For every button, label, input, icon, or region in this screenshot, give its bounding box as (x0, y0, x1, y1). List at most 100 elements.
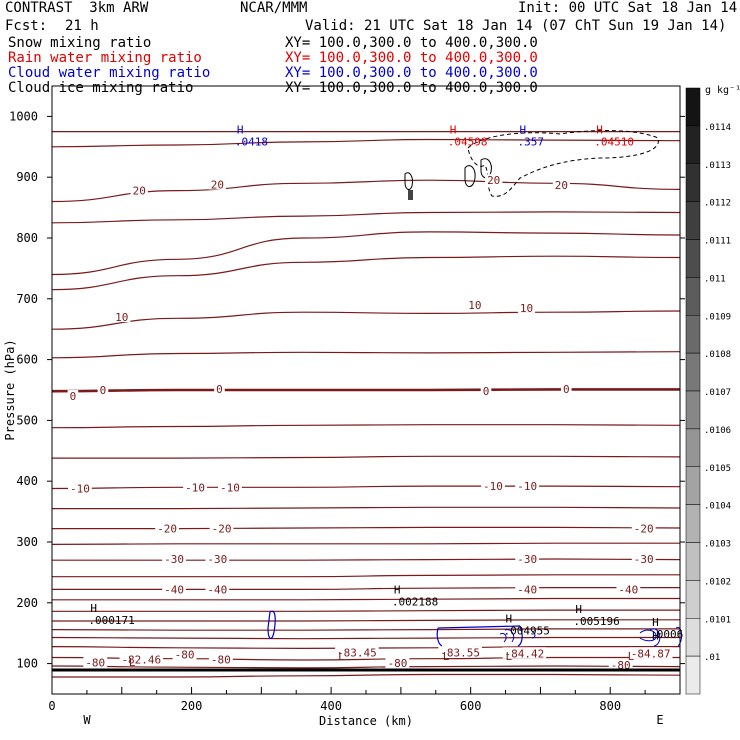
temperature-contour-line (51, 542, 680, 545)
colorbar-label: .0108 (704, 350, 731, 360)
x-tick-label: 200 (181, 699, 203, 713)
cloud-ice-small-mark (408, 190, 413, 200)
contour-label: 10 (468, 299, 481, 312)
contour-label: -30 (207, 553, 227, 566)
colorbar-swatch (685, 201, 701, 240)
contour-label: -10 (185, 481, 205, 494)
contour-labels: -80 -82.46 -80 -80-83.45-80-83.55 -84.42-80-… (67, 174, 673, 672)
x-tick-label: 600 (460, 699, 482, 713)
contour-label: 20 (555, 179, 568, 192)
x-tick-label: 800 (599, 699, 621, 713)
extremum-value: .357 (518, 135, 545, 148)
valid-time: Valid: 21 UTC Sat 18 Jan 14 (07 ChT Sun … (305, 18, 727, 34)
colorbar-label: .01 (704, 653, 720, 663)
contour-label: -83.55 (440, 647, 480, 660)
contour-label-bg (183, 481, 207, 493)
contour-label-bg (335, 646, 379, 658)
cloud-water-contour (499, 629, 536, 643)
contour-label-bg (208, 178, 226, 190)
field-name-cloud-water: Cloud water mixing ratio (8, 65, 211, 81)
contour-label-bg (608, 658, 633, 670)
contour-label: -30 (164, 553, 184, 566)
contour-label: 0 (483, 385, 490, 398)
contour-label-bg (631, 553, 656, 565)
x-tick-label: 400 (320, 699, 342, 713)
colorbar-label: .0106 (704, 426, 731, 436)
cloud-ice-small-contour (404, 172, 413, 190)
temperature-contour-line (51, 388, 680, 393)
contour-label-bg (385, 656, 410, 668)
contour-label: -10 (483, 480, 503, 493)
contour-label-bg (480, 385, 492, 397)
contour-label: -20 (634, 523, 654, 536)
colorbar-swatch (685, 277, 701, 316)
colorbar-swatch (685, 239, 701, 278)
contour-label: 0 (100, 384, 107, 397)
contour-label-bg (205, 583, 230, 595)
contour-label: -20 (157, 523, 177, 536)
contour-label: -80 (211, 653, 231, 666)
colorbar-label: .0114 (704, 123, 731, 133)
field-name-cloud-ice: Cloud ice mixing ratio (8, 80, 194, 96)
contour-label-bg (502, 647, 547, 659)
extremum-value: .04598 (448, 135, 488, 148)
extremum-letter: H (506, 612, 513, 625)
contour-label: -40 (618, 583, 638, 596)
contour-label-bg (172, 648, 197, 660)
contour-label-bg (560, 382, 572, 394)
contour-label-bg (162, 583, 187, 595)
extremum-letter: H (652, 616, 659, 629)
field-name-rain: Rain water mixing ratio (8, 50, 202, 66)
contour-label: 0 (70, 390, 77, 403)
colorbar-label: .0101 (704, 615, 731, 625)
field-name-snow: Snow mixing ratio (8, 35, 152, 51)
contour-label-bg (119, 653, 164, 665)
contour-label-bg (67, 390, 79, 402)
colorbar-label: .011 (704, 274, 726, 284)
y-tick-label: 1000 (9, 109, 38, 123)
colorbar-label: .0102 (704, 577, 731, 587)
y-tick-label: 100 (16, 657, 38, 671)
colorbar-swatch (685, 315, 701, 354)
extremum-letter: H (394, 584, 401, 597)
contour-label: -30 (634, 553, 654, 566)
colorbar-swatch (685, 390, 701, 430)
contour-label: -84.87 (631, 647, 671, 660)
cloud-water-contour (639, 628, 661, 647)
contour-label-bg (485, 174, 503, 186)
contour-label-bg (438, 646, 482, 658)
contour-label-bg (97, 384, 109, 395)
colorbar-swatch (685, 428, 701, 467)
init-time: Init: 00 UTC Sat 18 Jan 14 (518, 0, 738, 16)
temperature-contour-line (51, 586, 680, 591)
contour-label-bg (205, 553, 230, 565)
contour-label: -40 (164, 583, 184, 596)
y-tick-label: 400 (16, 474, 38, 488)
temperature-contour-line (51, 351, 681, 359)
cloud-ice-small-contour (464, 165, 476, 187)
temperature-contour-line (51, 628, 680, 631)
x-tick-label: 0 (48, 699, 55, 713)
colorbar-label: .0109 (704, 312, 731, 322)
colorbar-label: .0105 (704, 464, 731, 474)
contour-label: 0 (216, 383, 223, 396)
contour-label: 20 (487, 174, 500, 187)
temperature-contour-line (52, 526, 681, 530)
contour-label-bg (628, 647, 673, 659)
contour-label-bg (631, 522, 656, 534)
temperature-contour-line (51, 231, 681, 276)
contour-label-bg (218, 481, 242, 493)
y-tick-label: 900 (16, 170, 38, 184)
contour-label-bg (208, 653, 233, 665)
contour-label: -83.45 (337, 647, 377, 660)
cloud-water-contour (675, 626, 683, 647)
contour-label: -82.46 (121, 653, 161, 666)
extremum-letter: L (506, 650, 513, 663)
colorbar-label: .0103 (704, 540, 731, 550)
contour-label: -10 (220, 481, 240, 494)
temperature-contour-line (51, 636, 680, 640)
x-axis-right-end: E (656, 713, 663, 727)
y-tick-label: 600 (16, 353, 38, 367)
